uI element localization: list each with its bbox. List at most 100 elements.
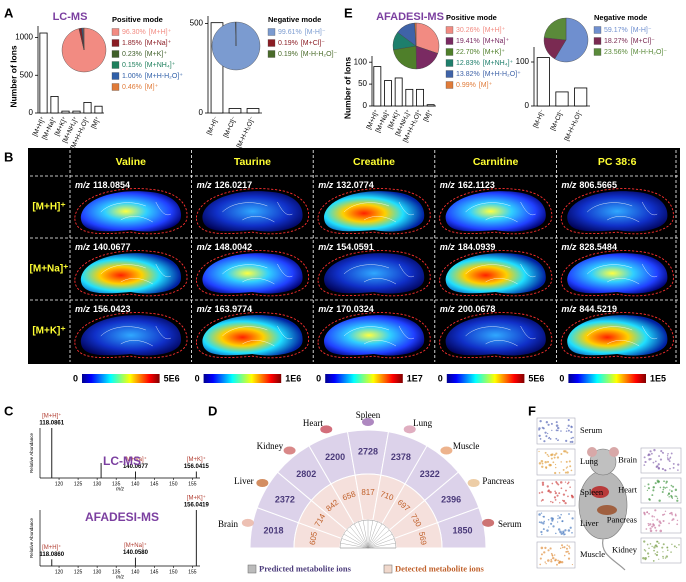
thumbnail-pixel bbox=[569, 465, 572, 468]
thumbnail-pixel bbox=[567, 529, 571, 532]
tissue-name: Kidney bbox=[257, 441, 284, 451]
tissue-image bbox=[439, 250, 553, 297]
tissue-section bbox=[445, 191, 546, 232]
thumbnail-pixel bbox=[672, 485, 675, 488]
thumbnail-pixel bbox=[673, 545, 676, 548]
mz-value: 170.0324 bbox=[336, 304, 374, 314]
legend-entry: 59.17% [M-H]⁻ bbox=[604, 27, 652, 34]
mz-label: m/z 132.0774 bbox=[318, 180, 374, 190]
tissue-section bbox=[80, 253, 182, 294]
thumbnail-pixel bbox=[666, 549, 669, 551]
hub-ray bbox=[353, 523, 369, 549]
legend-label: [M+K]⁺ bbox=[145, 51, 167, 58]
hub-ray bbox=[367, 523, 383, 549]
legend-label: [M+NH₄]⁺ bbox=[145, 62, 176, 69]
legend-share: 13.82% bbox=[456, 71, 480, 78]
bar bbox=[426, 104, 435, 107]
x-tick-label: [M-H-H₂O]⁻ bbox=[236, 115, 257, 149]
bar bbox=[405, 88, 414, 107]
x-tick-label: 140 bbox=[131, 481, 140, 487]
thumbnail-pixel bbox=[571, 563, 574, 566]
thumbnail-pixel bbox=[662, 452, 665, 454]
legend-swatch bbox=[593, 37, 602, 45]
thumbnail-pixel bbox=[538, 434, 541, 437]
thumbnail-pixel bbox=[676, 499, 679, 502]
thumbnail-pixel bbox=[669, 456, 672, 459]
thumbnail-pixel bbox=[540, 500, 543, 502]
thumbnail-pixel bbox=[538, 513, 541, 516]
legend-entry: 13.82% [M+H-H₂O]⁺ bbox=[456, 71, 521, 78]
legend-label: [M+K]⁺ bbox=[483, 49, 505, 56]
thumbnail-pixel bbox=[555, 424, 559, 427]
x-tick-label: 145 bbox=[150, 569, 159, 575]
tissue-image bbox=[195, 188, 309, 235]
legend-entry: 0.19% [M-H-H₂O]⁻ bbox=[278, 51, 338, 58]
thumbnail-pixel bbox=[565, 439, 568, 442]
x-tick-label: [M-H-H₂O]⁻ bbox=[563, 108, 584, 142]
thumbnail-pixel bbox=[545, 562, 547, 565]
tissue-structure bbox=[222, 201, 293, 223]
tissue-outline bbox=[560, 188, 674, 235]
bar bbox=[384, 80, 392, 107]
mz-value: 806.5665 bbox=[579, 180, 617, 190]
legend-entry: 18.27% [M+Cl]⁻ bbox=[604, 38, 655, 45]
organ-icon bbox=[440, 446, 453, 455]
x-tick-label: 130 bbox=[93, 569, 102, 575]
thumbnail-pixel bbox=[647, 483, 650, 486]
x-tick-label: 135 bbox=[112, 481, 121, 487]
tissue-name: Lung bbox=[413, 418, 432, 428]
legend-entry: 23.56% [M-H-H₂O]⁻ bbox=[604, 49, 667, 56]
tissue-outline bbox=[195, 312, 309, 359]
thumbnail-pixel bbox=[556, 482, 559, 485]
thumbnail-pixel bbox=[664, 469, 667, 472]
thumbnail-pixel bbox=[659, 486, 662, 489]
legend-share: 0.23% bbox=[122, 51, 142, 58]
panel-label: E bbox=[344, 5, 353, 20]
thumbnail-pixel bbox=[550, 552, 553, 555]
tissue-outline bbox=[439, 188, 553, 235]
thumbnail-pixel bbox=[662, 551, 664, 553]
thumbnail-pixel bbox=[658, 499, 661, 502]
thumbnail-pixel bbox=[570, 469, 573, 472]
thumbnail-pixel bbox=[558, 516, 561, 519]
mz-prefix: m/z bbox=[197, 242, 213, 252]
tissue-image bbox=[317, 250, 431, 297]
legend-swatch bbox=[267, 39, 276, 47]
legend-swatch bbox=[593, 26, 602, 34]
thumbnail-pixel bbox=[649, 523, 652, 526]
thumbnail-pixel bbox=[546, 529, 549, 532]
thumbnail-pixel bbox=[557, 559, 559, 562]
mz-prefix: m/z bbox=[318, 180, 334, 190]
legend-label: [M+NH₄]⁺ bbox=[483, 60, 514, 67]
bar bbox=[246, 108, 260, 114]
thumbnail-pixel bbox=[656, 551, 659, 553]
thumbnail-pixel bbox=[560, 453, 563, 456]
predicted-count: 2728 bbox=[358, 446, 378, 456]
tissue-image bbox=[74, 250, 188, 297]
thumbnail-pixel bbox=[551, 501, 554, 504]
thumbnail-pixel bbox=[559, 530, 562, 534]
thumbnail-pixel bbox=[538, 462, 542, 465]
x-axis-label: m/z bbox=[116, 574, 125, 580]
chart-title: LC-MS bbox=[103, 454, 141, 468]
thumbnail-pixel bbox=[656, 518, 659, 521]
thumbnail-pixel bbox=[646, 543, 649, 546]
thumbnail-pixel bbox=[652, 560, 655, 562]
peak-label: [M+K]⁺ bbox=[187, 495, 206, 502]
thumbnail-pixel bbox=[548, 526, 550, 528]
mouse-ear bbox=[609, 447, 619, 457]
mz-label: m/z 140.0677 bbox=[75, 242, 131, 252]
thumbnail-pixel bbox=[539, 563, 542, 566]
thumbnail-pixel bbox=[560, 560, 564, 564]
thumbnail-pixel bbox=[571, 531, 573, 534]
legend-swatch bbox=[445, 37, 454, 45]
thumbnail-pixel bbox=[565, 489, 567, 492]
mz-label: m/z 184.0939 bbox=[440, 242, 496, 252]
thumbnail-pixel bbox=[668, 522, 670, 525]
colorbar-min: 0 bbox=[73, 373, 78, 383]
thumbnail-pixel bbox=[677, 469, 679, 471]
legend-entry: 99.61% [M-H]⁻ bbox=[278, 29, 326, 36]
thumbnail-pixel bbox=[565, 430, 568, 432]
tissue-label: Serum bbox=[580, 425, 603, 435]
thumbnail-pixel bbox=[674, 488, 678, 492]
